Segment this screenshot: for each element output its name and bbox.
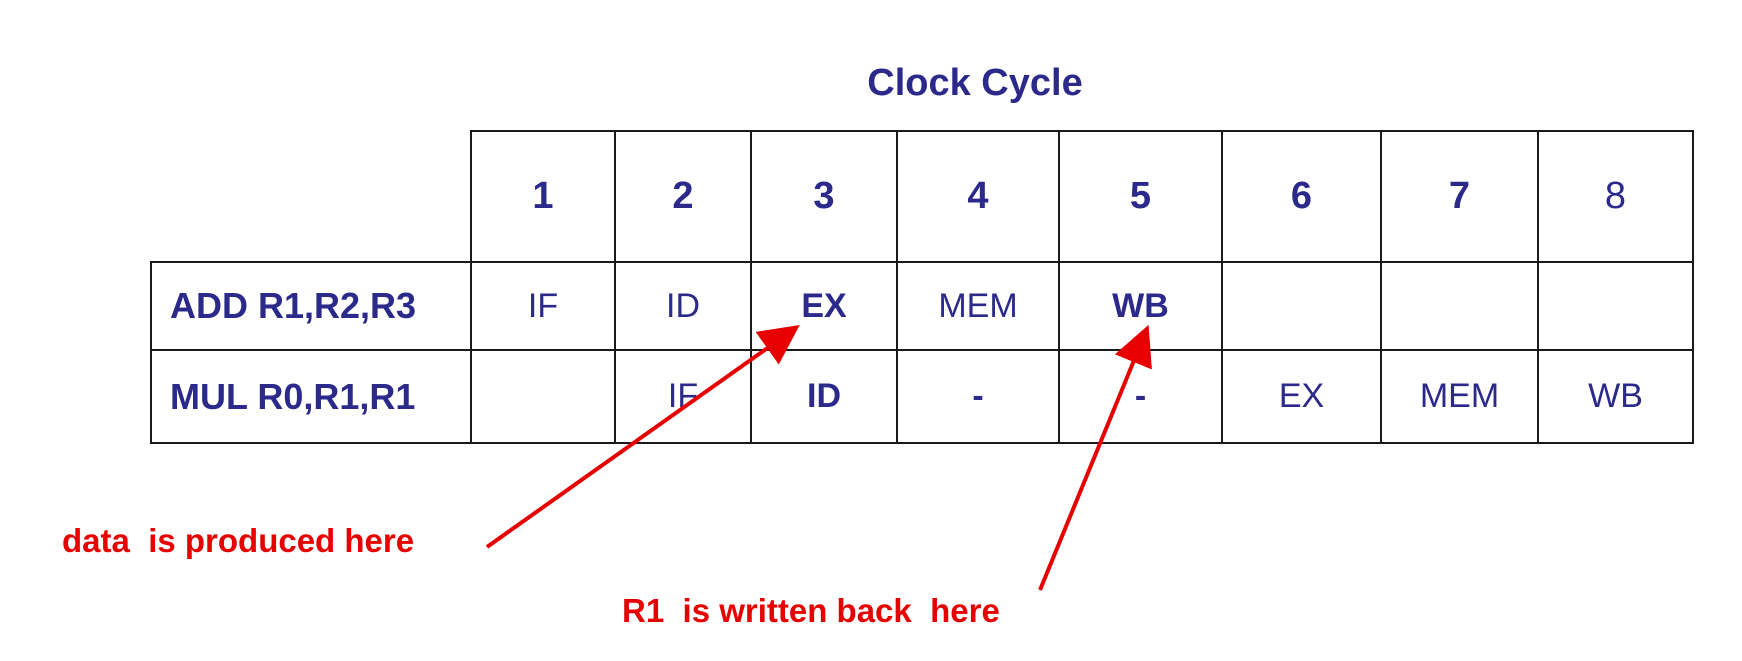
cycle-header-8: 8 xyxy=(1537,130,1694,263)
stage-cell: MEM xyxy=(896,261,1060,351)
stage-cell: EX xyxy=(1221,349,1382,444)
stage-cell: WB xyxy=(1537,349,1694,444)
diagram-title: Clock Cycle xyxy=(867,62,1083,104)
stage-cell: MEM xyxy=(1380,349,1539,444)
annotation-r1-written-back: R1 is written back here xyxy=(622,592,1000,629)
cycle-header-6: 6 xyxy=(1221,130,1382,263)
instruction-label: ADD R1,R2,R3 xyxy=(150,261,472,351)
cycle-header-5: 5 xyxy=(1058,130,1223,263)
stage-cell-highlighted: EX xyxy=(750,261,898,351)
stage-cell: IF xyxy=(614,349,752,444)
cycle-header-4: 4 xyxy=(896,130,1060,263)
annotation-data-produced: data is produced here xyxy=(62,522,415,559)
stall-cell: - xyxy=(1058,349,1223,444)
stall-cell: - xyxy=(896,349,1060,444)
cycle-header-7: 7 xyxy=(1380,130,1539,263)
cycle-header-1: 1 xyxy=(470,130,616,263)
stage-cell xyxy=(1221,261,1382,351)
instruction-label: MUL R0,R1,R1 xyxy=(150,349,472,444)
stage-cell-highlighted: WB xyxy=(1058,261,1223,351)
table-row: MUL R0,R1,R1 IF ID - - EX MEM WB xyxy=(150,349,1694,444)
clock-cycle-header-row: 1 2 3 4 5 6 7 8 xyxy=(151,130,1694,263)
stage-cell-highlighted: ID xyxy=(750,349,898,444)
pipeline-table: 1 2 3 4 5 6 7 8 ADD R1,R2,R3 IF ID EX ME… xyxy=(150,130,1694,444)
stage-cell xyxy=(1380,261,1539,351)
corner-cell xyxy=(151,131,471,262)
stage-cell: IF xyxy=(470,261,616,351)
table-row: ADD R1,R2,R3 IF ID EX MEM WB xyxy=(150,261,1694,351)
stage-cell: ID xyxy=(614,261,752,351)
stage-cell xyxy=(1537,261,1694,351)
cycle-header-2: 2 xyxy=(614,130,752,263)
cycle-header-3: 3 xyxy=(750,130,898,263)
stage-cell xyxy=(470,349,616,444)
